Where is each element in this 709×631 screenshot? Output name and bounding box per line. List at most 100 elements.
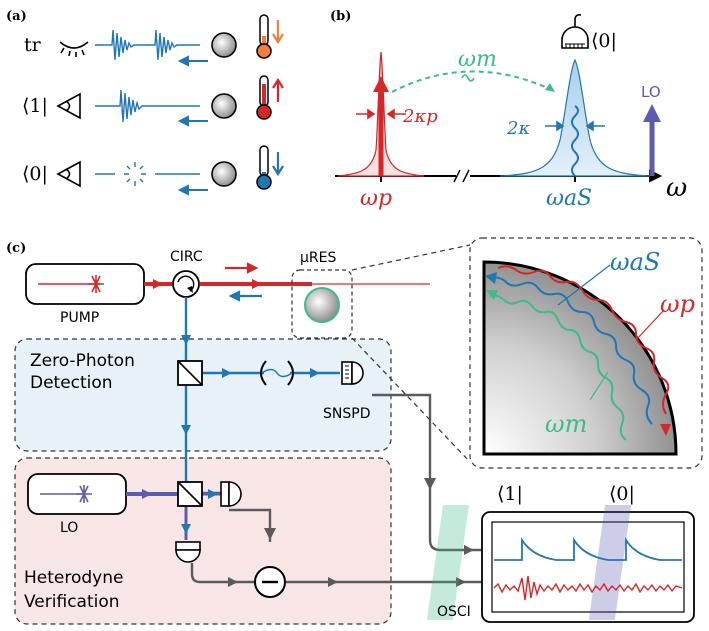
- zoom-connector: [351, 244, 471, 271]
- panel-c: (c) PUMP: [6, 237, 703, 625]
- lo-beam-arrowhead: [181, 524, 191, 534]
- phonon-mode-wave: [489, 294, 627, 441]
- anti-stokes-mode-arrowhead: [485, 272, 497, 284]
- micro-resonator[interactable]: [304, 287, 340, 323]
- beam-splitter-filter-stage[interactable]: [177, 360, 203, 386]
- heterodyne-trace: [493, 575, 683, 601]
- circulator-arrowhead: [187, 286, 193, 293]
- ringdown-signal-double: [95, 29, 200, 61]
- trigger-trace: [494, 536, 682, 561]
- anti-stokes-resonance-peak: [499, 58, 651, 177]
- eye-icon: [56, 92, 81, 120]
- heterodyne-label-line2: Verification: [24, 592, 120, 612]
- lo-beam-arrowhead: [142, 489, 152, 499]
- phonon-mode-arrowhead: [486, 290, 498, 300]
- eye-icon: [56, 160, 81, 188]
- panel-a-row-zero: ⟨0|: [22, 145, 284, 196]
- row-zero-tag: ⟨0|: [22, 163, 48, 185]
- pump-star-icon: [88, 275, 104, 293]
- leader-line: [589, 371, 609, 401]
- thermometer-cooling-icon: [256, 14, 284, 59]
- return-arrow: [177, 184, 208, 196]
- snspd-detector-icon: [561, 14, 589, 49]
- panel-b: (b) 2κp 2κ ωm: [330, 9, 687, 211]
- electrical-wiring: [190, 393, 482, 584]
- return-direction-arrow: [228, 290, 262, 302]
- linewidth-2kappa-p-marker: [356, 108, 406, 120]
- beam-splitter-heterodyne[interactable]: [177, 481, 203, 507]
- closed-eye-icon: [59, 41, 89, 57]
- photodiode-bottom[interactable]: [175, 541, 201, 563]
- resonator-ball: [211, 161, 237, 187]
- resonator-quarter-section: [482, 260, 678, 456]
- label-2kappa: 2κ: [506, 118, 530, 139]
- circulator-arrow-icon: [177, 275, 195, 292]
- panel-c-label: (c): [6, 241, 26, 256]
- absent-signal: [95, 162, 200, 186]
- label-omega-aS: ωaS: [546, 186, 592, 211]
- micro-resonator-box: [291, 269, 353, 339]
- label-omega-m: ωm: [458, 47, 497, 72]
- zero-photon-label-line1: Zero-Photon: [30, 351, 135, 371]
- pump-mode-wave: [497, 265, 670, 415]
- thermometer-heating-icon: [256, 75, 284, 120]
- snspd-label: SNSPD: [323, 406, 370, 422]
- row-one-tag: ⟨1|: [22, 95, 48, 117]
- lo-label: LO: [641, 83, 661, 101]
- pump-direction-arrow: [225, 262, 259, 274]
- lo-box-label: LO: [60, 520, 78, 536]
- highlight-zero-photon: [588, 505, 632, 620]
- phonon-wave-mark: [461, 74, 475, 82]
- panel-a-row-trace: tr: [24, 14, 284, 67]
- optical-arrowheads: [181, 335, 320, 435]
- label-2kappa-p: 2κp: [402, 106, 438, 127]
- phonon-transfer-arrowhead: [545, 83, 555, 92]
- lo-beam-arrowhead: [208, 489, 218, 499]
- oscilloscope-screen: [491, 521, 685, 613]
- highlight-one-photon: [426, 505, 470, 620]
- electrical-arrowheads: [228, 478, 474, 587]
- lo-star-icon: [76, 485, 92, 503]
- circulator[interactable]: [172, 270, 200, 298]
- row-trace-tag: tr: [24, 34, 42, 56]
- pump-beam-arrowhead: [252, 279, 262, 289]
- ringdown-signal: [95, 89, 200, 123]
- filter-cavity-icon[interactable]: [260, 360, 294, 386]
- filter-cavity-wave: [261, 368, 293, 378]
- photodiode-right[interactable]: [220, 481, 242, 507]
- lo-arrowhead: [643, 104, 661, 122]
- resonator-ball: [211, 93, 237, 119]
- oscilloscope-bra-one: ⟨1|: [497, 483, 523, 505]
- phonon-transfer-arrow: [391, 70, 553, 93]
- label-omega-p: ωp: [360, 186, 392, 211]
- resonator-ball: [211, 32, 237, 58]
- pump-mode-arrowhead: [660, 424, 671, 436]
- panel-a: (a) tr ⟨1|: [6, 9, 284, 196]
- anti-stokes-photon-wave: [571, 105, 579, 177]
- anti-stokes-mode-wave: [489, 276, 653, 425]
- panel-a-label: (a): [6, 9, 27, 24]
- leader-line: [635, 309, 665, 341]
- zoom-connector: [351, 337, 471, 463]
- panel-b-label: (b): [330, 9, 351, 24]
- zoom-label-omega-p: ωp: [660, 290, 695, 318]
- osci-label: OSCI: [437, 604, 471, 620]
- pump-line-arrowhead: [373, 76, 389, 92]
- pump-label: PUMP: [60, 310, 99, 326]
- oscilloscope-bra-zero: ⟨0|: [609, 483, 635, 505]
- pump-beam-arrowhead: [153, 279, 163, 289]
- mures-label: μRES: [300, 250, 336, 266]
- snspd-detector[interactable]: [341, 361, 364, 385]
- return-arrow: [177, 115, 208, 127]
- zero-photon-label-line2: Detection: [30, 373, 113, 393]
- leader-line: [557, 264, 611, 306]
- bra-zero-label: ⟨0|: [591, 30, 617, 52]
- label-omega-axis: ω: [666, 173, 687, 203]
- zoom-label-omega-aS: ωaS: [610, 248, 660, 276]
- zoom-label-omega-m: ωm: [545, 410, 587, 438]
- linewidth-2kappa-marker: [545, 120, 605, 132]
- panel-a-row-one: ⟨1|: [22, 75, 284, 127]
- thermometer-cold-icon: [256, 145, 284, 190]
- circ-label: CIRC: [170, 249, 203, 265]
